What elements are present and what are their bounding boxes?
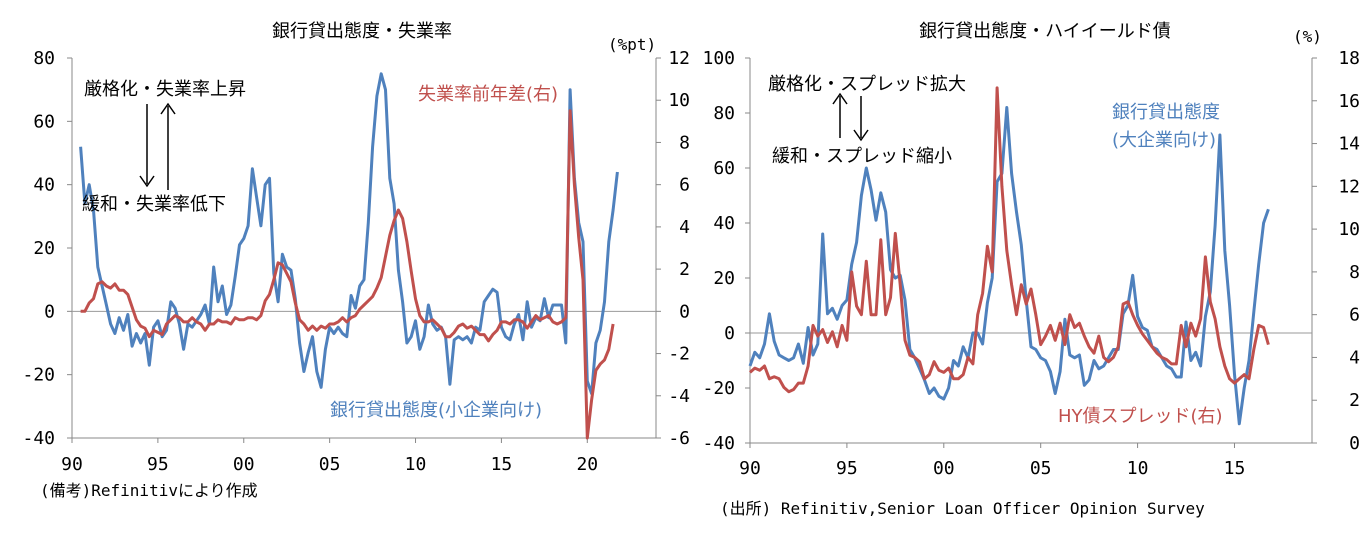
chart-right-title: 銀行貸出態度・ハイイールド債 (919, 21, 1171, 42)
x-tick-label: 15 (491, 454, 513, 475)
left-tick-label: 40 (713, 213, 735, 234)
x-tick-label: 00 (233, 454, 255, 475)
right-tick-label: 10 (1338, 219, 1360, 240)
left-tick-label: 0 (724, 323, 735, 344)
right-tick-label: 12 (1338, 176, 1360, 197)
right-tick-label: -4 (668, 386, 690, 407)
x-tick-label: 00 (933, 458, 955, 479)
right-tick-label: 8 (679, 132, 690, 153)
right-tick-label: 18 (1338, 48, 1360, 69)
left-tick-label: 60 (33, 111, 55, 132)
chart-right-arrow-down (853, 96, 869, 142)
right-tick-label: 12 (668, 48, 690, 69)
x-tick-label: 05 (1030, 458, 1052, 479)
left-tick-label: 20 (713, 268, 735, 289)
right-tick-label: 16 (1338, 91, 1360, 112)
chart-right-annotation-up: 厳格化・スプレッド拡大 (768, 74, 966, 95)
chart-left-series2-label: 失業率前年差(右) (418, 84, 558, 105)
series-line-2 (748, 86, 1270, 394)
x-tick-label: 15 (1224, 458, 1246, 479)
right-tick-label: 8 (1349, 262, 1360, 283)
chart-left-title: 銀行貸出態度・失業率 (272, 21, 452, 42)
x-tick-label: 95 (147, 454, 169, 475)
chart-left-annotation-down: 緩和・失業率低下 (82, 194, 226, 215)
left-tick-label: 80 (33, 48, 55, 69)
series-line-1 (748, 106, 1270, 426)
left-tick-label: 0 (44, 301, 55, 322)
left-tick-label: 40 (33, 175, 55, 196)
right-tick-label: -2 (668, 344, 690, 365)
right-tick-label: 14 (1338, 134, 1360, 155)
x-tick-label: 10 (405, 454, 427, 475)
chart-left-annotation-up: 厳格化・失業率上昇 (84, 79, 246, 100)
chart-right-series1-label-line1: 銀行貸出態度 (1112, 102, 1220, 123)
x-tick-label: 90 (61, 454, 83, 475)
right-tick-label: 4 (679, 217, 690, 238)
right-tick-label: 6 (1349, 305, 1360, 326)
right-tick-label: 0 (1349, 433, 1360, 454)
right-tick-label: -6 (668, 428, 690, 449)
x-tick-label: 20 (576, 454, 598, 475)
series-line-2 (80, 109, 615, 440)
x-tick-label: 95 (836, 458, 858, 479)
left-tick-label: 60 (713, 158, 735, 179)
right-tick-label: 4 (1349, 347, 1360, 368)
left-tick-label: -20 (22, 365, 55, 386)
left-tick-label: 20 (33, 238, 55, 259)
chart-left-series1-label: 銀行貸出態度(小企業向け) (330, 400, 542, 421)
chart-left-arrow-down (139, 104, 155, 188)
right-tick-label: 2 (679, 259, 690, 280)
series-line-1 (79, 72, 619, 396)
chart-left-note: (備考)Refinitivにより作成 (40, 481, 258, 500)
right-tick-label: 0 (679, 301, 690, 322)
chart-right-arrow-up (832, 92, 848, 138)
x-tick-label: 05 (319, 454, 341, 475)
right-tick-label: 2 (1349, 390, 1360, 411)
x-tick-label: 10 (1127, 458, 1149, 479)
right-tick-label: 10 (668, 90, 690, 111)
left-tick-label: 80 (713, 103, 735, 124)
right-tick-label: 6 (679, 175, 690, 196)
chart-left-arrow-up (160, 102, 176, 190)
left-tick-label: -20 (702, 378, 735, 399)
left-tick-label: -40 (22, 428, 55, 449)
chart-left-right-unit: (%pt) (608, 35, 656, 54)
left-tick-label: 100 (702, 48, 735, 69)
chart-right-note: (出所) Refinitiv,Senior Loan Officer Opini… (720, 499, 1205, 518)
chart-right: 銀行貸出態度・ハイイールド債 -40 -20 0 20 40 60 80 100 0 2 4 6 8 1… (702, 21, 1360, 518)
chart-right-right-unit: (%) (1293, 27, 1322, 46)
left-tick-label: -40 (702, 433, 735, 454)
chart-right-series2-label: HY債スプレッド(右) (1058, 406, 1223, 427)
chart-right-annotation-down: 緩和・スプレッド縮小 (772, 146, 952, 167)
chart-right-series1-label-line2: (大企業向け) (1112, 130, 1216, 151)
x-tick-label: 90 (739, 458, 761, 479)
